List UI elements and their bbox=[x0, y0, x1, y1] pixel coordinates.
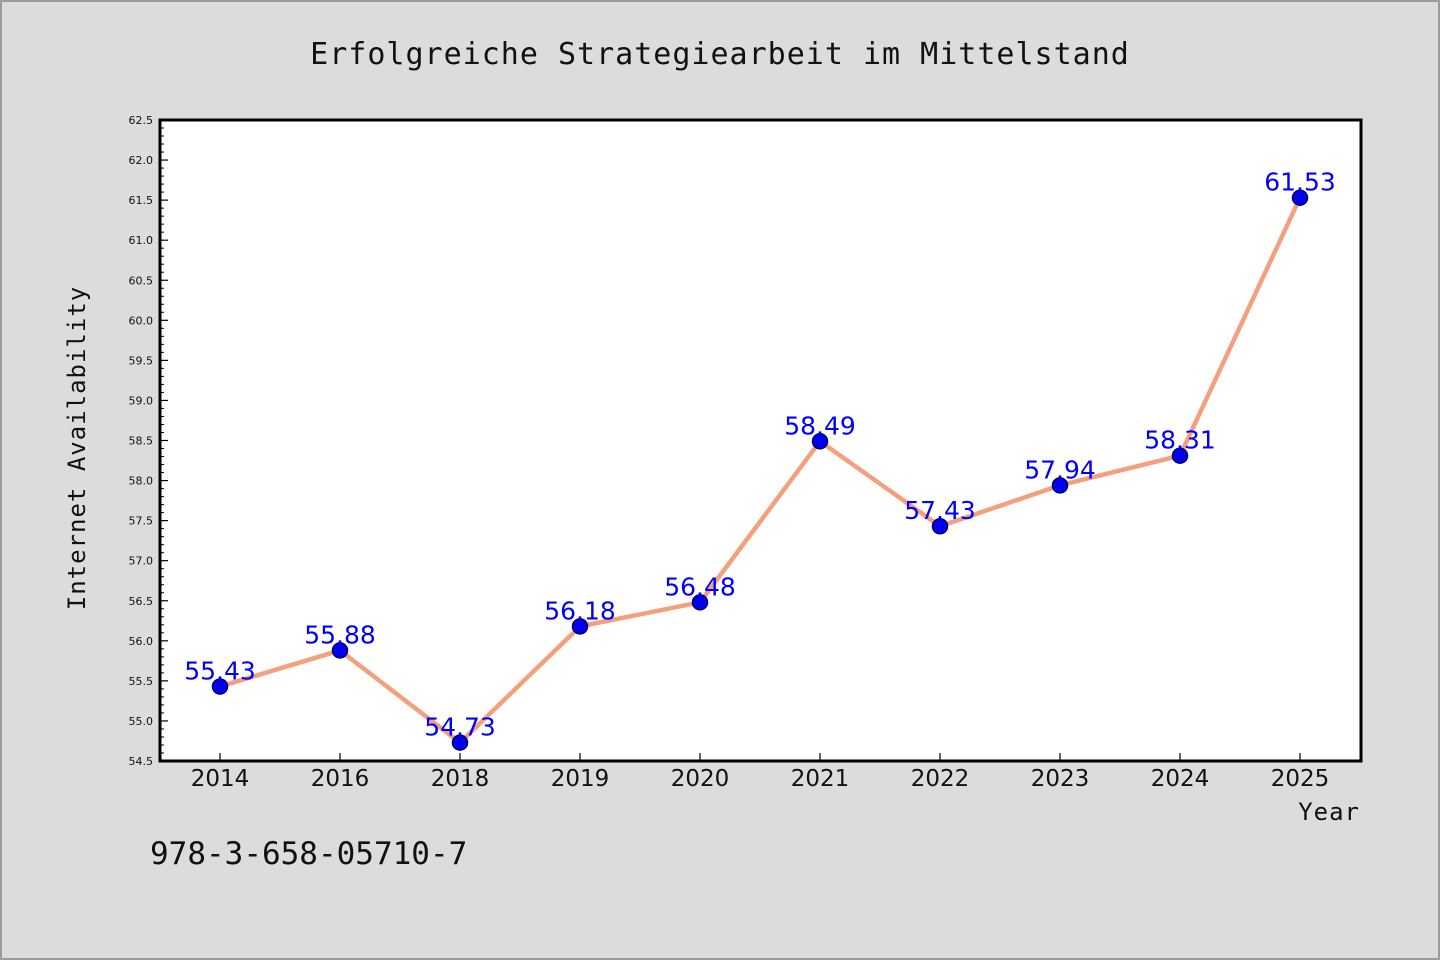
data-label: 58.49 bbox=[784, 411, 856, 440]
y-axis: 54.5 55.0 55.5 56.0 56.5 57.0 57.5 58.0 58.5 59.0… bbox=[129, 114, 168, 768]
chart-title: Erfolgreiche Strategiearbeit im Mittelst… bbox=[310, 37, 1130, 72]
data-label: 56.48 bbox=[664, 572, 736, 601]
y-axis-label: Internet Availability bbox=[63, 286, 91, 610]
data-label: 54.73 bbox=[424, 713, 496, 742]
y-tick-label: 62.0 bbox=[129, 154, 154, 167]
data-label: 56.18 bbox=[544, 596, 616, 625]
data-point bbox=[211, 678, 229, 695]
y-tick-label: 56.5 bbox=[129, 595, 154, 608]
data-point bbox=[1291, 189, 1309, 206]
isbn-text: 978-3-658-05710-7 bbox=[150, 836, 467, 872]
data-point bbox=[451, 734, 469, 751]
x-tick-label: 2016 bbox=[311, 766, 370, 792]
data-labels-layer: 55.43 55.88 54.73 56.18 56.48 58.49 57.43 57.94… bbox=[184, 168, 1336, 742]
y-tick-label: 61.5 bbox=[129, 194, 154, 207]
y-tick-label: 61.0 bbox=[129, 234, 154, 247]
data-label: 55.43 bbox=[184, 656, 256, 685]
x-tick-label: 2025 bbox=[1271, 766, 1330, 792]
x-tick-label: 2014 bbox=[191, 766, 250, 792]
x-tick-label: 2021 bbox=[791, 766, 850, 792]
y-tick-label: 59.5 bbox=[129, 354, 154, 367]
x-tick-label: 2019 bbox=[551, 766, 610, 792]
data-point bbox=[1051, 477, 1069, 494]
x-tick-label: 2022 bbox=[911, 766, 970, 792]
data-label: 57.94 bbox=[1024, 455, 1096, 484]
data-label: 58.31 bbox=[1144, 426, 1216, 455]
y-tick-label: 56.0 bbox=[129, 635, 154, 648]
y-tick-label: 62.5 bbox=[129, 114, 154, 127]
x-tick-label: 2018 bbox=[431, 766, 490, 792]
data-point bbox=[571, 618, 589, 635]
y-tick-label: 57.0 bbox=[129, 555, 154, 568]
series-line-layer bbox=[219, 196, 1303, 745]
data-label: 61.53 bbox=[1264, 168, 1336, 197]
data-point bbox=[931, 517, 949, 535]
y-tick-label: 54.5 bbox=[129, 755, 154, 768]
x-tick-label: 2024 bbox=[1151, 766, 1210, 792]
data-point bbox=[1171, 447, 1189, 464]
x-axis-label: Year bbox=[1298, 798, 1360, 826]
y-tick-label: 55.0 bbox=[129, 715, 154, 728]
y-tick-label: 59.0 bbox=[129, 394, 154, 407]
data-point bbox=[811, 433, 829, 450]
y-tick-label: 58.5 bbox=[129, 435, 154, 448]
y-tick-label: 55.5 bbox=[129, 675, 154, 688]
data-point bbox=[331, 642, 349, 659]
y-tick-label: 60.5 bbox=[129, 274, 154, 287]
data-label: 57.43 bbox=[904, 496, 976, 525]
y-tick-label: 57.5 bbox=[129, 515, 154, 528]
series-line bbox=[219, 196, 1303, 745]
plot-frame bbox=[158, 118, 1363, 763]
x-tick-label: 2020 bbox=[671, 766, 730, 792]
plot-area bbox=[160, 120, 1361, 761]
y-tick-label: 60.0 bbox=[129, 314, 154, 327]
x-tick-label: 2023 bbox=[1031, 766, 1090, 792]
y-tick-label: 58.0 bbox=[129, 475, 154, 488]
data-point bbox=[691, 594, 709, 611]
data-label: 55.88 bbox=[304, 620, 376, 649]
markers-layer bbox=[211, 189, 1309, 751]
